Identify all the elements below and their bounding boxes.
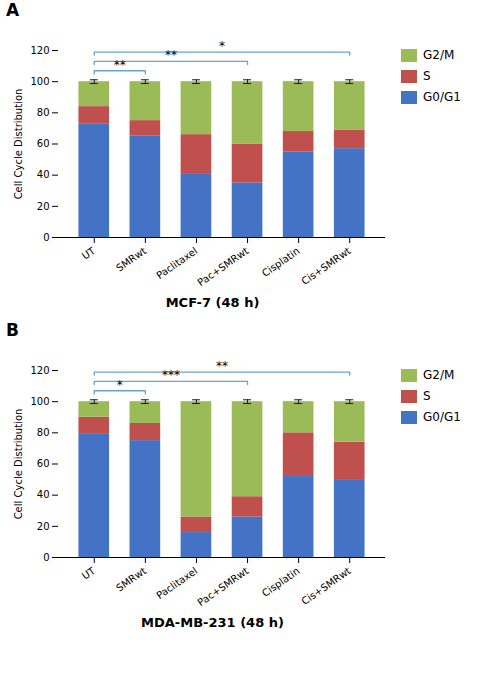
svg-text:**: ** xyxy=(114,58,126,72)
svg-text:Pac+SMRwt: Pac+SMRwt xyxy=(195,565,250,608)
html-text:G0/G1: G0/G1 xyxy=(423,410,461,424)
html-text:MCF-7 (48 h): MCF-7 (48 h) xyxy=(165,295,260,310)
html-text:G2/M: G2/M xyxy=(423,368,455,382)
svg-text:20: 20 xyxy=(37,201,50,212)
svg-text:Pac+SMRwt: Pac+SMRwt xyxy=(195,245,250,288)
svg-text:60: 60 xyxy=(37,138,50,149)
svg-text:20: 20 xyxy=(37,521,50,532)
html-text:S: S xyxy=(423,69,431,83)
svg-text:Cis+SMRwt: Cis+SMRwt xyxy=(299,245,352,287)
svg-text:Paclitaxel: Paclitaxel xyxy=(154,245,199,281)
html-text:B: B xyxy=(6,320,19,340)
html-text:MDA-MB-231 (48 h): MDA-MB-231 (48 h) xyxy=(141,615,284,630)
html-text:S: S xyxy=(423,389,431,403)
svg-text:Cell Cycle Distribution: Cell Cycle Distribution xyxy=(13,409,24,520)
svg-text:40: 40 xyxy=(37,169,50,180)
svg-text:Cell Cycle Distribution: Cell Cycle Distribution xyxy=(13,89,24,200)
svg-text:UT: UT xyxy=(80,565,98,582)
svg-text:60: 60 xyxy=(37,458,50,469)
html-text:A: A xyxy=(6,0,20,20)
svg-text:Cis+SMRwt: Cis+SMRwt xyxy=(299,565,352,607)
svg-text:0: 0 xyxy=(43,232,49,243)
svg-text:SMRwt: SMRwt xyxy=(114,245,148,274)
svg-text:***: *** xyxy=(162,368,180,382)
svg-text:40: 40 xyxy=(37,489,50,500)
svg-text:SMRwt: SMRwt xyxy=(114,565,148,594)
svg-text:120: 120 xyxy=(30,365,49,376)
html-text:G2/M: G2/M xyxy=(423,48,455,62)
svg-text:*: * xyxy=(219,39,225,53)
svg-text:*: * xyxy=(117,378,123,392)
svg-text:UT: UT xyxy=(80,245,98,262)
svg-text:Cisplatin: Cisplatin xyxy=(260,565,302,599)
svg-text:120: 120 xyxy=(30,45,49,56)
svg-text:80: 80 xyxy=(37,427,50,438)
svg-text:**: ** xyxy=(165,48,177,62)
svg-text:Cisplatin: Cisplatin xyxy=(260,245,302,279)
svg-text:**: ** xyxy=(216,359,228,373)
svg-text:80: 80 xyxy=(37,107,50,118)
svg-text:Paclitaxel: Paclitaxel xyxy=(154,565,199,601)
svg-text:0: 0 xyxy=(43,552,49,563)
svg-text:100: 100 xyxy=(30,76,49,87)
html-text:G0/G1: G0/G1 xyxy=(423,90,461,104)
svg-text:100: 100 xyxy=(30,396,49,407)
